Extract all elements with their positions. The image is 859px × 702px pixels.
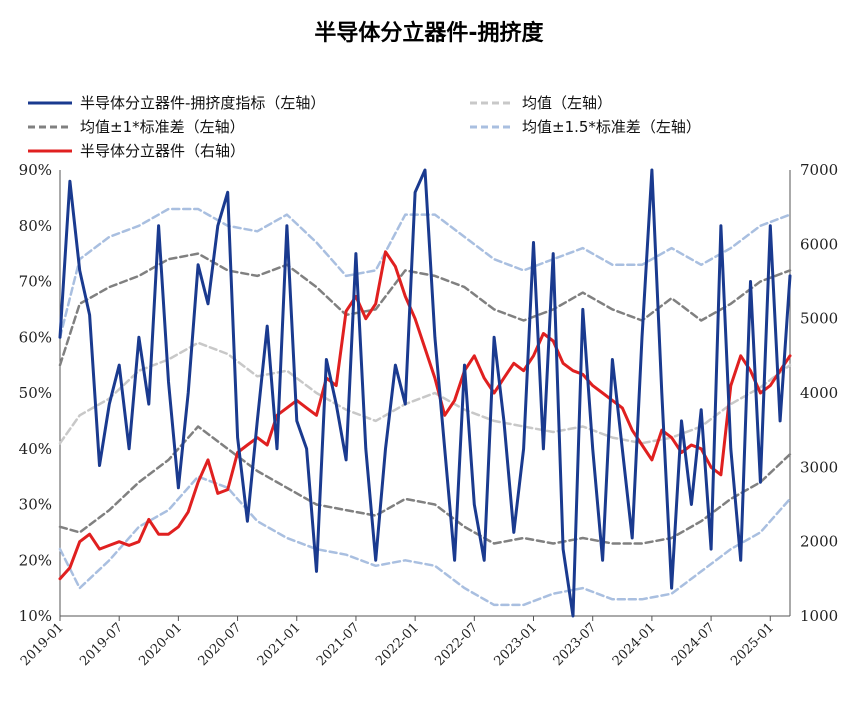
y-right-tick-label: 6000 — [800, 235, 838, 253]
legend-label: 均值±1*标准差（左轴） — [80, 118, 245, 136]
x-tick-label: 2021-01 — [255, 620, 304, 669]
chart-title: 半导体分立器件-拥挤度 — [314, 20, 544, 46]
y-right-tick-label: 4000 — [800, 384, 838, 402]
y-right-tick-label: 3000 — [800, 458, 838, 476]
x-tick-label: 2022-07 — [432, 620, 481, 669]
x-tick-label: 2021-07 — [314, 620, 363, 669]
x-tick-label: 2023-01 — [492, 620, 541, 669]
plot-area — [58, 168, 792, 618]
legend-label: 均值（左轴） — [522, 94, 612, 112]
legend-label: 半导体分立器件（右轴） — [80, 142, 245, 160]
y-right-tick-label: 2000 — [800, 533, 838, 551]
series-band-1p5-line — [58, 475, 792, 607]
y-left-tick-label: 80% — [19, 217, 52, 235]
y-left-tick-label: 90% — [19, 161, 52, 179]
legend-label: 半导体分立器件-拥挤度指标（左轴） — [80, 94, 325, 112]
x-tick-label: 2024-01 — [610, 620, 659, 669]
y-left-tick-label: 30% — [19, 496, 52, 514]
series-crowding-line — [58, 168, 792, 618]
y-left-tick-label: 60% — [19, 328, 52, 346]
series-price-line — [58, 250, 792, 581]
legend: 半导体分立器件-拥挤度指标（左轴） 均值（左轴） 均值±1*标准差（左轴） 均值±1.… — [28, 94, 701, 160]
y-left-tick-label: 70% — [19, 273, 52, 291]
legend-label: 均值±1.5*标准差（左轴） — [522, 118, 701, 136]
series-mean-line — [58, 341, 792, 445]
series-band-1-line — [58, 425, 792, 545]
x-tick-label: 2025-01 — [728, 620, 777, 669]
x-tick-label: 2022-01 — [373, 620, 422, 669]
y-left-tick-label: 10% — [19, 607, 52, 625]
y-right-tick-label: 1000 — [800, 607, 838, 625]
y-left-tick-label: 20% — [19, 551, 52, 569]
y-left-tick-label: 50% — [19, 384, 52, 402]
x-tick-label: 2023-07 — [551, 620, 600, 669]
y-right-tick-label: 7000 — [800, 161, 838, 179]
y-left-tick-label: 40% — [19, 440, 52, 458]
x-tick-label: 2019-07 — [77, 620, 126, 669]
x-tick-label: 2020-07 — [196, 620, 245, 669]
x-tick-label: 2020-01 — [136, 620, 185, 669]
x-tick-label: 2019-01 — [18, 620, 67, 669]
x-axis: 2019-01 2019-07 2020-01 2020-07 2021-01 2021-… — [18, 616, 777, 669]
axes: 10% 20% 30% 40% 50% 60% 70% 80% 90% 1000 2000 3000 4… — [19, 161, 839, 625]
y-right-tick-label: 5000 — [800, 310, 838, 328]
series-band-1p5-line — [58, 207, 792, 339]
series-band-1-line — [58, 252, 792, 367]
x-tick-label: 2024-07 — [669, 620, 718, 669]
